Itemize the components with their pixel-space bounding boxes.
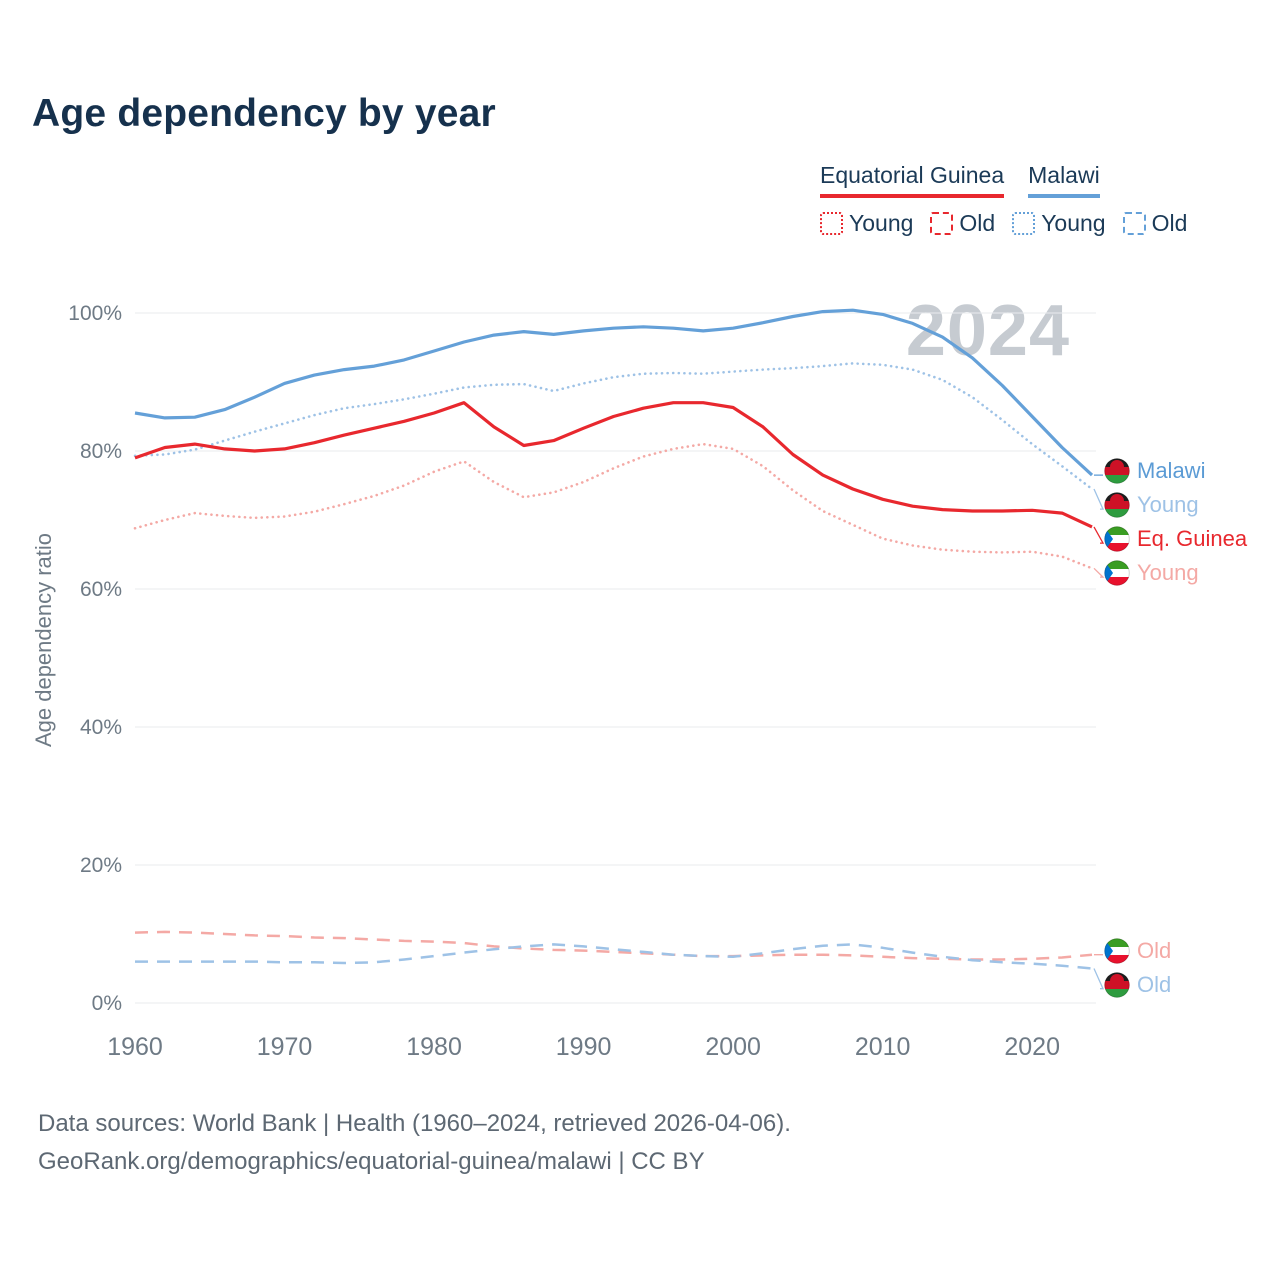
legend-countries-row: Equatorial Guinea Malawi [820, 162, 1187, 198]
y-tick-label: 60% [80, 578, 122, 601]
x-tick-label: 2020 [1004, 1033, 1060, 1061]
end-label-text: Eq. Guinea [1137, 526, 1248, 552]
legend-item-label: Young [849, 210, 914, 236]
legend-series-row: Young Old Young Old [820, 210, 1187, 237]
malawi-flag-icon [1104, 971, 1130, 998]
end-label-mw-young: Young [1104, 492, 1199, 518]
end-label-text: Malawi [1137, 458, 1206, 484]
y-axis-title: Age dependency ratio [31, 532, 56, 748]
series-line-gq-old [134, 930, 1093, 961]
legend-item-malawi-old[interactable]: Old [1122, 210, 1188, 237]
end-label-mw-total: Malawi [1104, 458, 1205, 484]
end-label-connector [1093, 567, 1105, 578]
x-tick-label: 1960 [107, 1033, 163, 1061]
series-line-gq-total [134, 401, 1093, 529]
end-label-text: Young [1137, 560, 1199, 586]
end-label-connector [1093, 488, 1105, 510]
legend-item-eq-guinea-old[interactable]: Old [930, 210, 995, 237]
y-tick-label: 100% [68, 302, 122, 325]
series-line-gq-young [133, 442, 1094, 570]
dashed-line-swatch-icon [1122, 212, 1146, 235]
dotted-line-swatch-icon [1012, 212, 1036, 235]
legend-country-equatorial-guinea[interactable]: Equatorial Guinea [820, 162, 1005, 198]
legend-item-malawi-young[interactable]: Young [1012, 210, 1106, 237]
series-line-mw-young [133, 362, 1094, 491]
legend-item-label: Old [1151, 210, 1188, 236]
dotted-line-swatch-icon [820, 212, 843, 235]
footer-source-line: Data sources: World Bank | Health (1960–… [38, 1110, 791, 1137]
legend-country-malawi[interactable]: Malawi [1028, 162, 1100, 198]
y-tick-label: 20% [80, 854, 122, 877]
watermark-year: 2024 [905, 291, 1070, 371]
footer-attribution-line: GeoRank.org/demographics/equatorial-guin… [38, 1148, 705, 1175]
y-tick-label: 40% [80, 716, 122, 739]
legend: Equatorial Guinea Malawi Young Old Young… [820, 162, 1187, 237]
equatorial-guinea-flag-icon [1104, 526, 1130, 552]
end-label-gq-total: Eq. Guinea [1104, 526, 1247, 552]
x-tick-label: 1990 [556, 1033, 612, 1061]
end-label-gq-old: Old [1104, 938, 1171, 964]
legend-item-label: Young [1041, 210, 1106, 236]
x-tick-label: 2000 [705, 1033, 761, 1061]
equatorial-guinea-flag-icon [1104, 560, 1130, 586]
legend-item-eq-guinea-young[interactable]: Young [820, 210, 913, 237]
equatorial-guinea-flag-icon [1104, 937, 1130, 964]
x-tick-label: 2010 [855, 1033, 911, 1061]
dashed-line-swatch-icon [930, 212, 954, 235]
y-tick-label: 80% [80, 440, 122, 463]
malawi-flag-icon [1104, 492, 1130, 518]
x-tick-label: 1980 [406, 1033, 462, 1061]
y-tick-label: 0% [92, 992, 122, 1015]
series-line-mw-old [135, 943, 1093, 970]
end-label-text: Young [1137, 492, 1199, 518]
malawi-flag-icon [1104, 458, 1130, 484]
end-label-gq-young: Young [1104, 560, 1199, 586]
x-tick-label: 1970 [257, 1033, 313, 1061]
end-label-connector [1093, 526, 1105, 544]
page-title: Age dependency by year [32, 92, 496, 135]
legend-item-label: Old [959, 210, 996, 236]
end-label-connector [1093, 968, 1105, 990]
end-label-text: Old [1137, 971, 1172, 997]
end-label-mw-old: Old [1104, 972, 1171, 998]
end-label-text: Old [1137, 937, 1172, 963]
